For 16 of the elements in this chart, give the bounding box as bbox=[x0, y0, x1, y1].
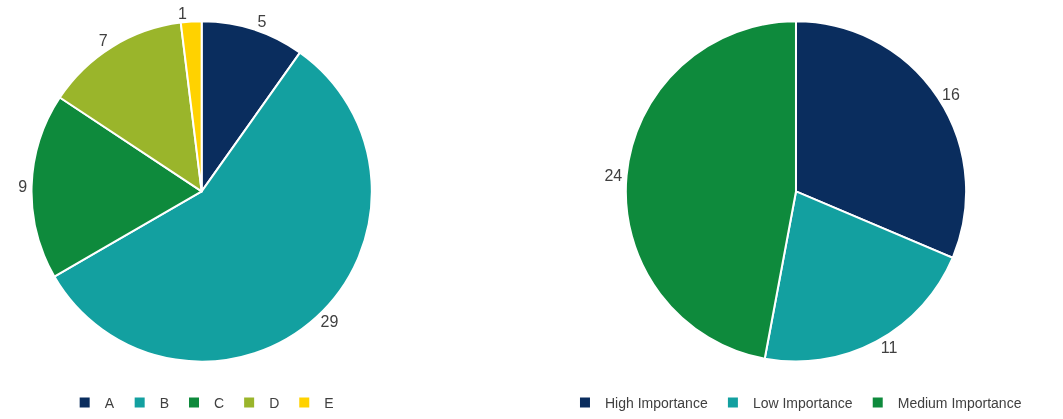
legend-label: Low Importance bbox=[752, 395, 853, 412]
legend-label: E bbox=[324, 395, 334, 412]
legend-label: Medium Importance bbox=[897, 395, 1022, 412]
legend-label: C bbox=[214, 395, 225, 412]
data-label: 16 bbox=[942, 86, 960, 104]
data-label: 24 bbox=[604, 167, 623, 185]
data-label: 1 bbox=[177, 4, 187, 22]
data-label: 11 bbox=[880, 339, 898, 357]
data-label: 9 bbox=[18, 177, 28, 195]
data-label: 29 bbox=[320, 313, 339, 331]
legend-label: D bbox=[269, 395, 280, 412]
legend-label: B bbox=[159, 395, 170, 412]
legend-label: High Importance bbox=[604, 395, 708, 412]
data-label: 5 bbox=[257, 13, 267, 31]
data-label: 7 bbox=[98, 32, 108, 50]
legend-label: A bbox=[104, 395, 115, 412]
